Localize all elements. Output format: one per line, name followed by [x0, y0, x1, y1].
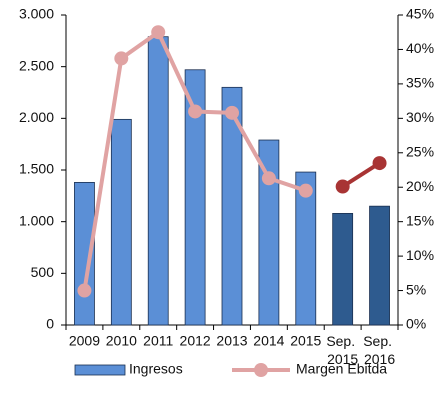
line-point: [77, 283, 92, 298]
legend-swatch: [74, 364, 126, 376]
line-segment: [119, 30, 161, 61]
x-tick-label: 2010: [106, 333, 137, 349]
x-tick-label: 2014: [253, 333, 284, 349]
line-point: [114, 51, 129, 66]
y-tick-label: 3.000: [19, 6, 54, 22]
y-tick-label: 1.500: [19, 161, 54, 177]
y2-tick-label: 30%: [406, 109, 434, 125]
y-tick-label: 500: [31, 264, 55, 280]
legend-marker: [254, 363, 268, 377]
x-tick-label: 2015: [290, 333, 321, 349]
y2-tick-label: 20%: [406, 178, 434, 194]
line-point: [261, 171, 276, 186]
line-segment: [340, 161, 382, 189]
line-segment: [82, 56, 124, 293]
y-tick-label: 0: [46, 316, 54, 332]
y2-tick-label: 10%: [406, 247, 434, 263]
y-tick-label: 2.500: [19, 57, 54, 73]
x-tick-label: 2009: [69, 333, 100, 349]
line-point: [298, 183, 313, 198]
bar: [332, 212, 354, 326]
bar: [184, 69, 206, 326]
bar: [221, 86, 243, 326]
y2-tick-label: 40%: [406, 40, 434, 56]
y2-tick-label: 25%: [406, 143, 434, 159]
bar: [295, 171, 317, 326]
x-tick-label: 2012: [180, 333, 211, 349]
bar: [110, 118, 132, 326]
y2-tick-label: 15%: [406, 212, 434, 228]
line-point: [225, 105, 239, 120]
bar: [369, 205, 390, 326]
line-point: [188, 104, 203, 119]
y-tick-label: 1.000: [19, 212, 54, 228]
y-tick-label: 2.000: [19, 109, 54, 125]
line-segment: [230, 110, 271, 181]
x-tick-label: Sep. 2015: [326, 333, 359, 367]
legend-label: Ingresos: [129, 361, 183, 377]
bar: [147, 36, 169, 326]
y2-tick-label: 5%: [406, 281, 426, 297]
y2-tick-label: 35%: [406, 75, 434, 91]
y2-tick-label: 45%: [406, 6, 434, 22]
line-point: [335, 179, 350, 194]
line-point: [372, 156, 387, 171]
legend-label: Margen Ebitda: [296, 361, 387, 377]
x-tick-label: 2013: [216, 333, 247, 349]
line-point: [151, 25, 166, 40]
x-tick-label: 2011: [143, 333, 173, 349]
line-segment: [156, 30, 198, 114]
bar: [258, 139, 280, 326]
x-tick-label: Sep. 2016: [363, 333, 396, 367]
y2-tick-label: 0%: [406, 316, 426, 332]
